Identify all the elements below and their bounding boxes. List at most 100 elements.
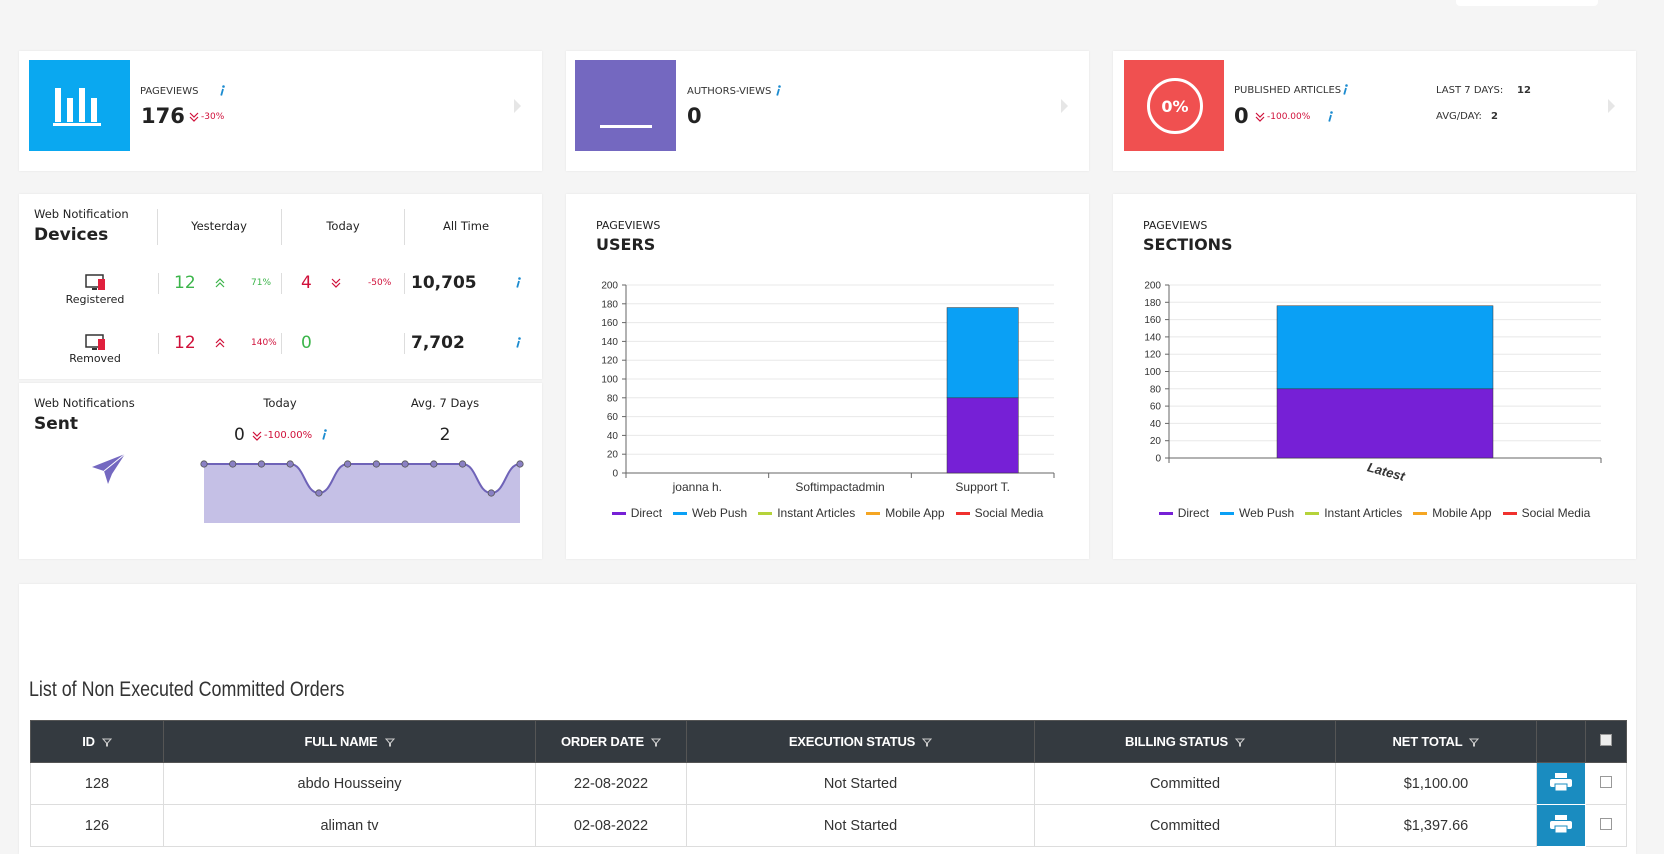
printer-icon	[1550, 814, 1572, 833]
print-button[interactable]	[1536, 762, 1586, 805]
info-icon[interactable]	[515, 337, 521, 348]
column-header[interactable]: BILLING STATUS	[1034, 720, 1336, 763]
stat-icon: 0%	[1124, 60, 1224, 151]
plane-icon	[92, 453, 126, 484]
chart-title: PAGEVIEWS	[596, 219, 661, 232]
legend-swatch	[1158, 512, 1173, 516]
legend-label: Direct	[630, 506, 663, 520]
stat-value: 0	[1234, 104, 1249, 128]
stat-icon	[29, 60, 130, 151]
y-tick-label: 60	[1150, 402, 1162, 413]
table-cell: Not Started	[686, 804, 1035, 847]
stat-change: -30%	[201, 112, 225, 122]
devices-panel: Web Notification Devices Yesterday Today…	[19, 194, 542, 379]
checkbox[interactable]	[1600, 817, 1612, 830]
y-tick-label: 180	[1144, 298, 1161, 309]
filter-icon[interactable]	[384, 738, 395, 747]
info-icon[interactable]	[219, 85, 225, 96]
printer-icon	[1550, 772, 1572, 791]
y-tick-label: 80	[1150, 384, 1162, 395]
info-icon[interactable]	[1327, 111, 1333, 122]
chart-title: PAGEVIEWS	[1143, 219, 1208, 232]
chevron[interactable]	[513, 98, 522, 114]
column-header: Avg. 7 Days	[410, 396, 480, 410]
y-tick-label: 0	[1155, 454, 1161, 465]
stat-icon	[575, 60, 676, 151]
stat-card[interactable]: AUTHORS-VIEWS 0	[566, 51, 1089, 171]
filter-icon[interactable]	[1469, 738, 1480, 747]
table-cell: Committed	[1034, 762, 1336, 805]
sparkline-point	[315, 489, 323, 497]
sent-panel: Web Notifications Sent Today Avg. 7 Days…	[19, 383, 542, 559]
legend-item: Instant Articles	[1305, 506, 1402, 520]
chevron[interactable]	[1607, 98, 1616, 114]
table-cell: 02-08-2022	[535, 804, 687, 847]
y-tick-label: 120	[601, 356, 618, 367]
column-label: ID	[82, 734, 95, 749]
sparkline-point	[229, 460, 237, 468]
top-box	[1456, 0, 1598, 6]
legend-item: Web Push	[1220, 506, 1294, 520]
stat-label: PAGEVIEWS	[140, 86, 199, 97]
checkbox[interactable]	[1600, 734, 1612, 746]
print-button[interactable]	[1536, 804, 1586, 847]
column-label: NET TOTAL	[1392, 734, 1463, 749]
kicker: Web Notifications	[34, 396, 135, 410]
info-icon[interactable]	[1342, 84, 1348, 95]
filter-icon[interactable]	[1234, 738, 1246, 747]
sparkline-point	[401, 460, 409, 468]
info-icon[interactable]	[515, 277, 521, 288]
info-icon[interactable]	[321, 429, 327, 440]
avg-value: 2	[439, 425, 451, 445]
column-header: All Time	[442, 219, 490, 233]
info-icon[interactable]	[775, 85, 781, 96]
legend-item: Social Media	[955, 506, 1044, 520]
last7-value: 12	[1517, 85, 1531, 96]
sparkline-point	[344, 460, 352, 468]
table-cell: 128	[30, 762, 164, 805]
table-cell: abdo Housseiny	[163, 762, 536, 805]
chart: 0 20 40 60 80 100 120 140 160 180 200 joanna h. Soft…	[601, 281, 1055, 494]
bar	[1276, 388, 1494, 459]
x-tick-label: Latest	[1366, 459, 1408, 484]
legend-swatch	[1220, 512, 1235, 516]
stat-card[interactable]: 0% PUBLISHED ARTICLES 0 -100.00% LAST 7 …	[1113, 51, 1636, 171]
all-time-value: 10,705	[411, 273, 477, 293]
y-tick-label: 160	[601, 318, 618, 329]
y-tick-label: 180	[601, 299, 618, 310]
panel-title: Sent	[34, 414, 79, 434]
filter-icon[interactable]	[101, 738, 112, 747]
chevron[interactable]	[1060, 98, 1069, 114]
stat-card[interactable]: PAGEVIEWS 176 -30%	[19, 51, 542, 171]
column-header[interactable]: EXECUTION STATUS	[686, 720, 1035, 763]
column-label: FULL NAME	[304, 734, 378, 749]
y-tick-label: 160	[1144, 315, 1161, 326]
chart-subtitle: USERS	[596, 235, 656, 254]
checkbox[interactable]	[1600, 775, 1612, 788]
filter-icon[interactable]	[922, 738, 933, 747]
legend-label: Instant Articles	[777, 506, 856, 520]
today-value: 4	[301, 273, 312, 293]
bar	[1276, 305, 1494, 390]
legend-swatch	[611, 512, 626, 516]
legend-swatch	[758, 512, 773, 516]
legend-label: Social Media	[974, 506, 1044, 520]
sparkline-point	[286, 460, 294, 468]
filter-icon[interactable]	[650, 738, 662, 747]
column-header[interactable]: FULL NAME	[163, 720, 536, 763]
device-icon	[85, 334, 105, 350]
down-icon	[331, 278, 341, 288]
legend-label: Web Push	[692, 506, 748, 520]
down-icon	[1255, 112, 1265, 122]
legend-label: Mobile App	[885, 506, 945, 520]
column-header[interactable]: ID	[30, 720, 164, 763]
column-label: ORDER DATE	[561, 734, 644, 749]
legend-swatch	[1305, 512, 1320, 516]
column-header[interactable]: NET TOTAL	[1335, 720, 1537, 763]
yesterday-value: 12	[174, 273, 196, 293]
column-header[interactable]: ORDER DATE	[535, 720, 687, 763]
legend-item: Mobile App	[1413, 506, 1492, 520]
table-cell: $1,100.00	[1335, 762, 1537, 805]
yesterday-change: 140%	[251, 338, 277, 348]
chart-subtitle: SECTIONS	[1143, 235, 1233, 254]
